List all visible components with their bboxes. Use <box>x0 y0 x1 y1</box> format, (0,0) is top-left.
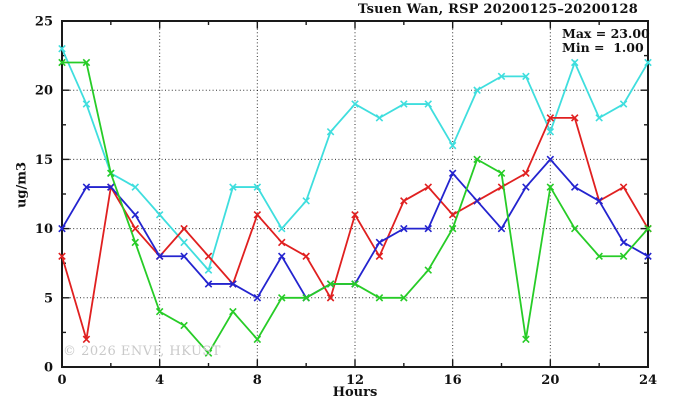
plot-border <box>61 20 649 368</box>
series-cyan-markers <box>58 44 652 274</box>
stat-max: Max = 23.00 <box>562 26 650 41</box>
x-tick-label: 0 <box>57 373 66 388</box>
y-tick-label: 0 <box>44 361 53 376</box>
y-tick-label: 20 <box>35 84 53 99</box>
x-tick-label: 8 <box>253 373 262 388</box>
x-axis-label: Hours <box>332 385 378 400</box>
series-green-markers <box>58 58 652 357</box>
y-tick-label: 5 <box>44 291 53 306</box>
y-tick-label: 10 <box>35 222 53 237</box>
y-axis-label: ug/m3 <box>14 161 30 209</box>
stats-block: Max = 23.00 Min = 1.00 <box>562 27 650 55</box>
y-tick-label: 25 <box>35 15 53 30</box>
x-tick-label: 4 <box>155 373 164 388</box>
x-tick-label: 16 <box>444 373 462 388</box>
x-tick-label: 24 <box>639 373 657 388</box>
stat-min: Min = 1.00 <box>562 40 644 55</box>
x-tick-label: 20 <box>541 373 559 388</box>
watermark: © 2026 ENVF, HKUST <box>63 344 221 359</box>
chart-title: Tsuen Wan, RSP 20200125–20200128 <box>357 2 638 17</box>
x-tick-label: 12 <box>346 373 364 388</box>
y-tick-label: 15 <box>35 153 53 168</box>
